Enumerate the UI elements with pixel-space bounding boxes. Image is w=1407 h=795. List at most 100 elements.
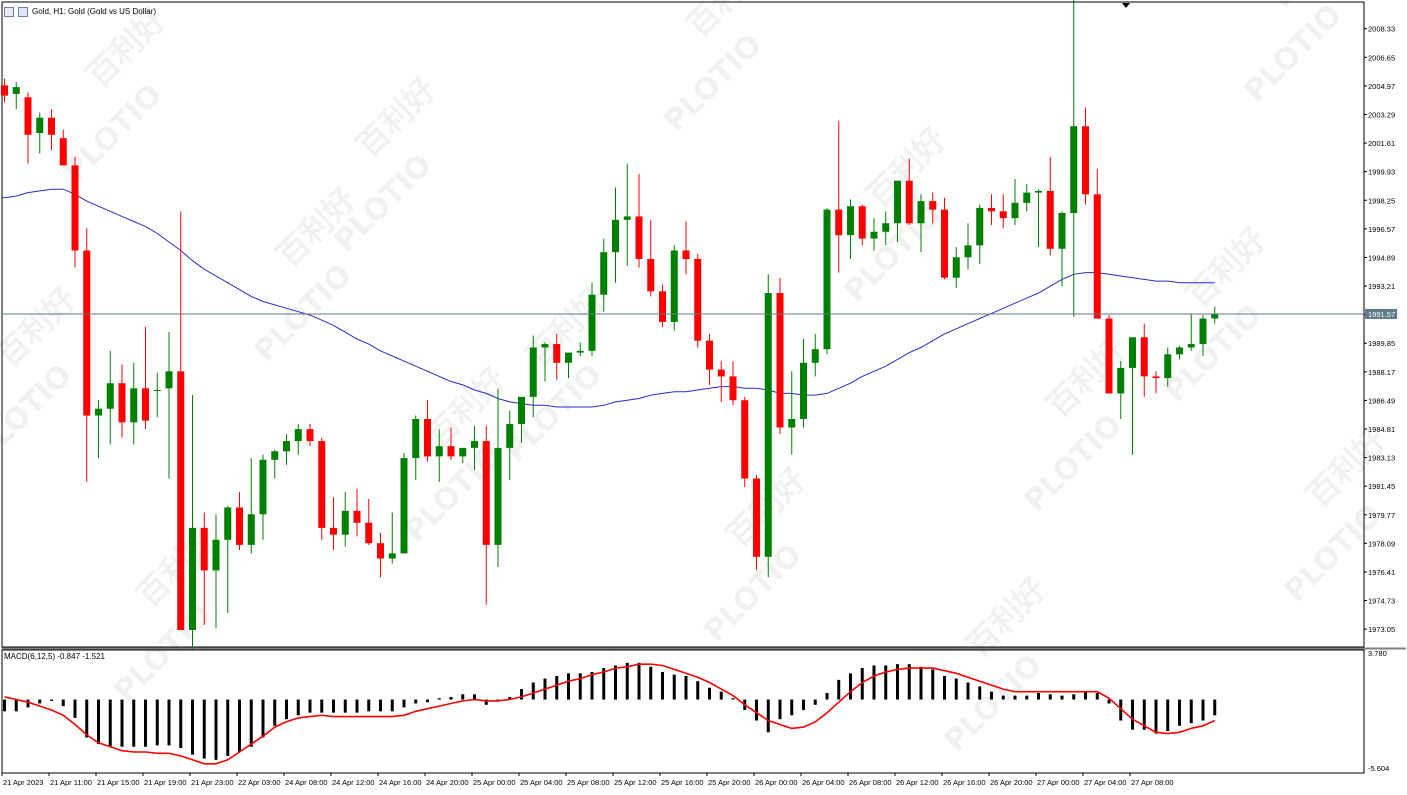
candle xyxy=(1070,0,1078,317)
candle xyxy=(952,247,960,288)
candle xyxy=(1152,371,1160,394)
candle xyxy=(341,492,349,547)
candle xyxy=(553,333,561,380)
candle-body xyxy=(1058,213,1066,249)
macd-max-label: 3.780 xyxy=(1368,649,1387,658)
candle xyxy=(247,458,255,554)
candle-body xyxy=(741,400,749,479)
candle-body xyxy=(1082,126,1089,195)
time-tick-label: 24 Apr 12:00 xyxy=(332,778,375,787)
candle xyxy=(118,364,126,438)
time-axis[interactable]: 21 Apr 2023 21 Apr 11:00 21 Apr 15:00 21 Ap… xyxy=(1,773,1174,787)
candle-body xyxy=(976,207,984,246)
candle-body xyxy=(494,447,502,545)
price-tick-label: 1981.45 xyxy=(1368,482,1395,491)
candle xyxy=(788,371,796,455)
candle-body xyxy=(647,258,655,292)
candle-body xyxy=(600,252,608,295)
candle xyxy=(776,277,784,435)
candle xyxy=(224,505,232,613)
macd-axis[interactable]: 3.780 -5.604 xyxy=(1368,649,1389,773)
candle-body xyxy=(1164,354,1172,379)
time-tick-label: 26 Apr 16:00 xyxy=(943,778,986,787)
candle xyxy=(623,163,631,266)
candle xyxy=(1058,211,1066,287)
time-tick-label: 25 Apr 16:00 xyxy=(661,778,704,787)
candle xyxy=(388,512,396,564)
candle xyxy=(59,129,67,166)
time-tick-label: 26 Apr 20:00 xyxy=(990,778,1033,787)
candle xyxy=(1211,306,1219,324)
time-tick-label: 25 Apr 12:00 xyxy=(614,778,657,787)
candle xyxy=(941,197,948,280)
candle xyxy=(600,238,608,312)
candle-body xyxy=(506,424,514,448)
candle xyxy=(1117,361,1125,419)
candle xyxy=(976,204,984,265)
candle-body xyxy=(83,250,91,416)
time-tick-label: 25 Apr 00:00 xyxy=(473,778,516,787)
candle xyxy=(529,335,537,418)
candle xyxy=(412,415,420,481)
candle-body xyxy=(1176,347,1183,355)
watermark-chinese: 百利好 xyxy=(129,520,224,615)
candle-body xyxy=(612,219,619,253)
time-tick-label: 25 Apr 20:00 xyxy=(708,778,751,787)
candle-body xyxy=(929,201,937,210)
candle-body xyxy=(529,347,537,397)
candle xyxy=(283,434,290,465)
price-tick-label: 1988.17 xyxy=(1368,368,1395,377)
candle-body xyxy=(95,408,102,416)
price-tick-label: 1998.25 xyxy=(1368,196,1395,205)
candle xyxy=(36,112,44,154)
watermark-chinese: 百利好 xyxy=(959,570,1054,665)
candle xyxy=(1046,156,1054,256)
candle-body xyxy=(447,446,455,457)
candle xyxy=(905,158,913,225)
symbol-flag-icon[interactable] xyxy=(18,7,28,17)
candle xyxy=(48,109,55,151)
watermark-chinese: 百利好 xyxy=(0,280,84,375)
candle xyxy=(588,282,596,356)
price-tick-label: 1978.09 xyxy=(1368,539,1395,548)
candle xyxy=(200,512,208,625)
candle-body xyxy=(635,216,643,259)
candle xyxy=(635,173,643,268)
candle xyxy=(1,78,8,103)
candle-body xyxy=(36,117,44,134)
price-tick-label: 2006.65 xyxy=(1368,53,1395,62)
candle-body xyxy=(165,371,173,389)
candle-body xyxy=(553,344,561,363)
time-tick-label: 25 Apr 04:00 xyxy=(520,778,563,787)
chart-menu-icon[interactable] xyxy=(4,7,14,17)
watermark-brand: PLOTIO xyxy=(108,598,219,709)
macd-pane-border xyxy=(1,649,1365,774)
candle-body xyxy=(1105,318,1113,394)
time-tick-label: 21 Apr 19:00 xyxy=(144,778,187,787)
time-tick-label: 27 Apr 08:00 xyxy=(1131,778,1174,787)
candle-body xyxy=(764,293,772,557)
candle-body xyxy=(400,458,408,554)
candle-body xyxy=(788,418,796,428)
candle-body xyxy=(988,207,995,212)
price-tick-label: 1983.13 xyxy=(1368,454,1395,463)
candle xyxy=(435,429,443,482)
candle xyxy=(858,204,866,246)
candle-body xyxy=(212,539,220,571)
price-axis[interactable]: 2008.33 2006.65 2004.97 2003.29 2001.61 1999.… xyxy=(1364,25,1395,634)
candle-body xyxy=(694,258,702,341)
price-tick-label: 1973.05 xyxy=(1368,625,1395,634)
time-tick-label: 26 Apr 00:00 xyxy=(755,778,798,787)
candle xyxy=(71,156,79,268)
candle xyxy=(165,332,173,479)
candle-body xyxy=(1211,313,1219,319)
chart-title-bar: Gold, H1: Gold (Gold vs US Dollar) xyxy=(4,5,156,19)
candle-body xyxy=(353,510,361,523)
candle-body xyxy=(12,87,20,94)
candle-body xyxy=(48,117,55,135)
candle-body xyxy=(729,376,737,401)
